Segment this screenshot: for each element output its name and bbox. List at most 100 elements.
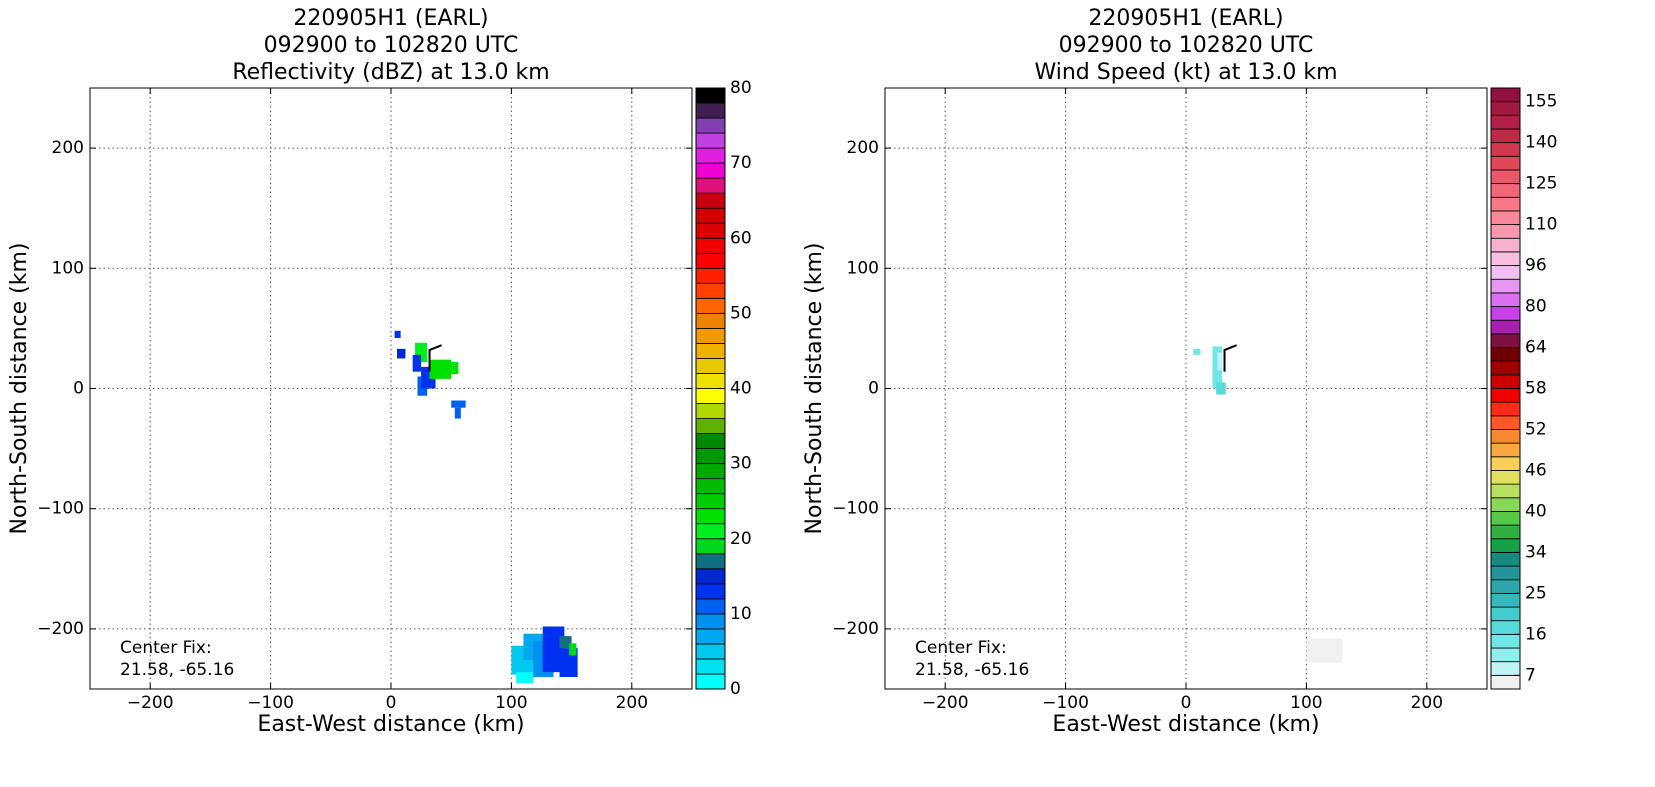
colorbar-segment: [1490, 415, 1521, 430]
colorbar-tick-label: 64: [1525, 338, 1547, 358]
colorbar-segment: [1490, 237, 1521, 253]
echo-cell: [1217, 352, 1223, 371]
plot-frame: [89, 87, 693, 690]
echo-cell: [451, 400, 466, 408]
colorbar-segment: [1490, 87, 1521, 103]
colorbar-segment: [695, 132, 726, 149]
colorbar-segment: [1490, 265, 1521, 280]
y-tick-label: −200: [37, 619, 84, 639]
colorbar-segment: [1490, 183, 1521, 198]
x-tick-label: 100: [495, 693, 527, 713]
colorbar-segment: [1490, 606, 1521, 622]
y-tick-label: −200: [832, 619, 879, 639]
echo-cell: [394, 330, 401, 339]
colorbar-segment: [695, 297, 726, 314]
colorbar-tick-label: 80: [1525, 297, 1547, 317]
colorbar-segment: [695, 312, 726, 329]
colorbar-segment: [695, 358, 726, 374]
colorbar-segment: [1490, 592, 1521, 608]
colorbar-segment: [1490, 347, 1521, 362]
colorbar-segment: [695, 147, 726, 164]
colorbar-segment: [695, 282, 726, 299]
chart-title: 092900 to 102820 UTC: [264, 33, 519, 58]
colorbar-tick-label: 7: [1525, 665, 1536, 685]
colorbar-segment: [1490, 210, 1521, 225]
colorbar-segment: [695, 478, 726, 495]
colorbar-segment: [1490, 292, 1521, 307]
y-tick-label: 200: [847, 138, 879, 158]
colorbar-tick-label: 16: [1525, 624, 1547, 644]
colorbar-segment: [695, 177, 726, 194]
x-tick-label: −100: [1042, 693, 1089, 713]
y-tick-label: −100: [37, 499, 84, 519]
colorbar-segment: [1490, 647, 1521, 663]
colorbar-segment: [1490, 429, 1521, 444]
colorbar-segment: [695, 403, 726, 419]
echo-cell: [1306, 638, 1343, 663]
y-tick-label: 0: [868, 379, 879, 399]
x-tick-label: −100: [247, 693, 294, 713]
colorbar-tick-label: 96: [1525, 256, 1547, 276]
colorbar-segment: [1490, 142, 1521, 157]
colorbar-tick-label: 25: [1525, 583, 1547, 603]
y-tick-label: −100: [832, 499, 879, 519]
colorbar-segment: [695, 628, 726, 645]
echo-cell: [412, 354, 422, 372]
echo-cell: [516, 672, 534, 683]
colorbar-segment: [695, 192, 726, 209]
x-axis-label: East-West distance (km): [257, 712, 524, 737]
colorbar-tick-label: 58: [1525, 379, 1547, 399]
colorbar-segment: [1490, 470, 1521, 485]
colorbar-segment: [695, 267, 726, 284]
echo-cell: [1216, 382, 1226, 395]
colorbar-segment: [1490, 319, 1521, 335]
colorbar-segment: [695, 553, 726, 570]
chart-title: Reflectivity (dBZ) at 13.0 km: [232, 60, 549, 85]
wind-barb: [428, 344, 442, 372]
annotation: Center Fix:: [120, 638, 212, 658]
colorbar-segment: [1490, 565, 1521, 581]
colorbar-segment: [695, 418, 726, 434]
x-tick-label: 200: [1411, 693, 1443, 713]
y-tick-label: 100: [847, 258, 879, 278]
colorbar-tick-label: 30: [730, 454, 752, 474]
colorbar-segment: [1490, 306, 1521, 321]
colorbar-tick-label: 110: [1525, 215, 1557, 235]
colorbar-tick-label: 125: [1525, 174, 1557, 194]
colorbar-segment: [1490, 114, 1521, 130]
colorbar-segment: [1490, 278, 1521, 294]
colorbar-segment: [695, 343, 726, 359]
annotation: 21.58, -65.16: [120, 660, 234, 680]
colorbar-segment: [695, 613, 726, 630]
colorbar-segment: [695, 117, 726, 134]
colorbar-segment: [695, 327, 726, 344]
colorbar-tick-label: 140: [1525, 133, 1557, 153]
colorbar-segment: [1490, 224, 1521, 239]
colorbar-segment: [695, 237, 726, 254]
colorbar-segment: [695, 538, 726, 555]
colorbar-tick-label: 20: [730, 529, 752, 549]
colorbar-segment: [1490, 128, 1521, 144]
colorbar-segment: [695, 568, 726, 585]
x-axis-label: East-West distance (km): [1052, 712, 1319, 737]
y-tick-label: 200: [52, 138, 84, 158]
colorbar-segment: [1490, 456, 1521, 471]
colorbar-segment: [695, 583, 726, 600]
x-tick-label: −200: [922, 693, 969, 713]
colorbar-segment: [1490, 497, 1521, 512]
colorbar-segment: [695, 463, 726, 480]
annotation: Center Fix:: [915, 638, 1007, 658]
colorbar-segment: [695, 658, 726, 675]
colorbar-tick-label: 10: [730, 604, 752, 624]
colorbar-tick-label: 34: [1525, 542, 1547, 562]
colorbar-segment: [1490, 196, 1521, 212]
colorbar-segment: [1490, 101, 1521, 116]
colorbar-segment: [695, 523, 726, 540]
colorbar-segment: [695, 388, 726, 404]
plot-frame: [884, 87, 1488, 690]
colorbar-tick-label: 70: [730, 153, 752, 173]
echo-cell: [569, 643, 577, 656]
colorbar-segment: [1490, 620, 1521, 635]
colorbar-tick-label: 155: [1525, 92, 1557, 112]
colorbar-segment: [1490, 661, 1521, 676]
